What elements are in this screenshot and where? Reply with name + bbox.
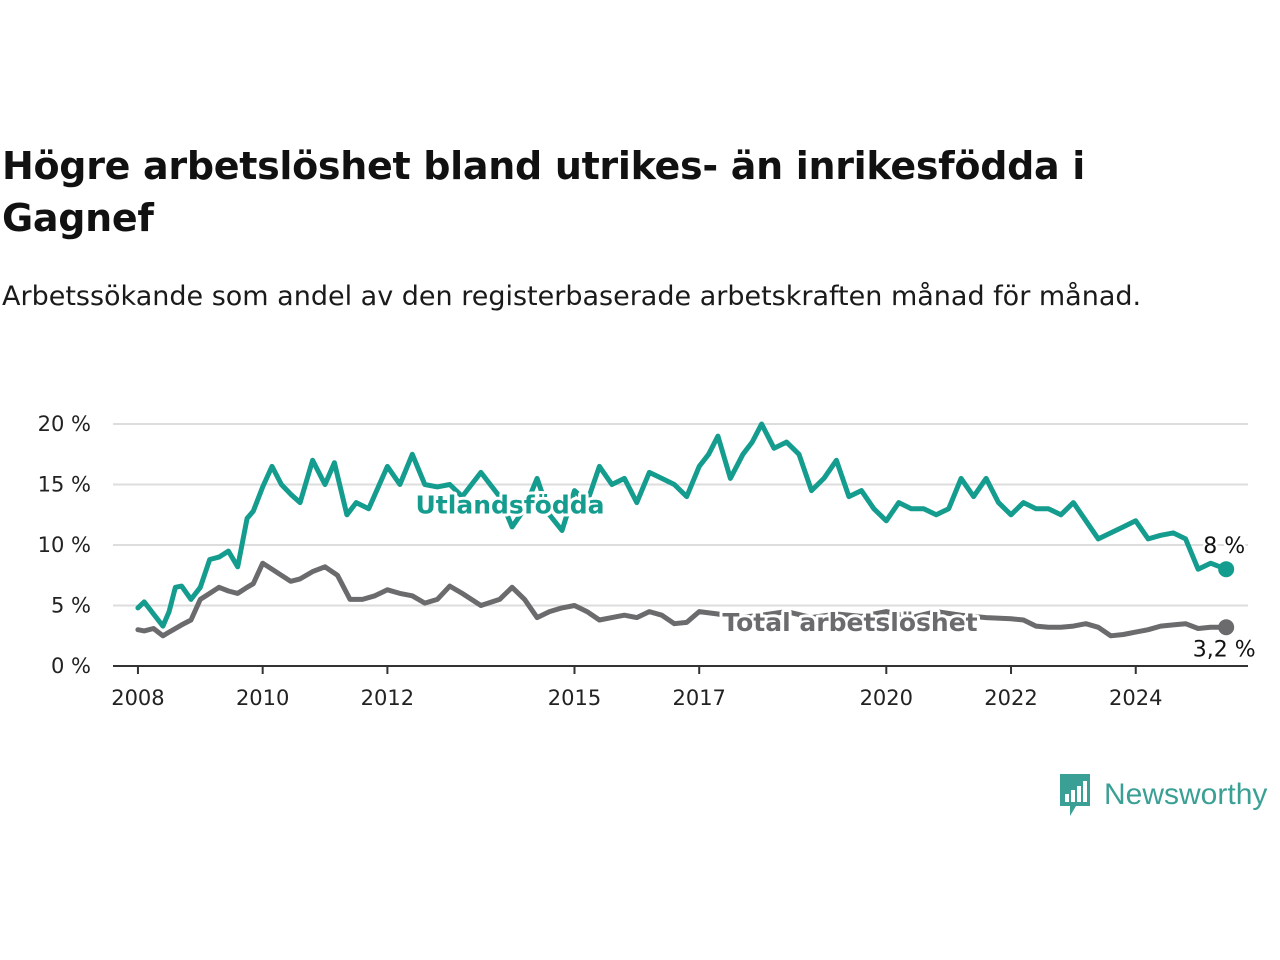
- gridlines: [113, 423, 1248, 607]
- y-tick-label: 15 %: [38, 473, 91, 497]
- end-point-utlandsfodda: [1218, 561, 1235, 578]
- series-label-utlandsfodda: Utlandsfödda: [416, 491, 605, 520]
- series-labels: Utlandsfödda Total arbetslöshet 8 % 3,2 %: [413, 488, 1259, 665]
- newsworthy-logo-icon: [1060, 774, 1090, 816]
- x-tick-label: 2022: [984, 686, 1037, 710]
- x-tick-label: 2017: [672, 686, 725, 710]
- brand-logo: Newsworthy: [1058, 772, 1267, 818]
- x-tick-label: 2010: [236, 686, 289, 710]
- y-tick-label: 10 %: [38, 533, 91, 557]
- end-point-total: [1218, 619, 1235, 636]
- x-tick-label: 2008: [111, 686, 164, 710]
- chart-title: Högre arbetslöshet bland utrikes- än inr…: [2, 144, 1085, 240]
- x-tick-label: 2015: [548, 686, 601, 710]
- end-label-utlandsfodda: 8 %: [1203, 534, 1245, 559]
- end-label-total: 3,2 %: [1193, 637, 1256, 662]
- series-line-utlandsfodda: [135, 421, 1229, 629]
- x-tick-label: 2012: [361, 686, 414, 710]
- axes: 0 % 5 % 10 % 15 % 20 % 2008 2010 2012 2015 2017 20…: [38, 412, 1248, 710]
- chart-subtitle: Arbetssökande som andel av den registerb…: [2, 281, 1142, 312]
- series-lines: [135, 421, 1235, 639]
- y-tick-label: 5 %: [51, 594, 91, 618]
- brand-name: Newsworthy: [1104, 778, 1268, 811]
- x-tick-label: 2020: [860, 686, 913, 710]
- line-chart: 0 % 5 % 10 % 15 % 20 % 2008 2010 2012 2015 2017 20…: [38, 412, 1259, 710]
- x-tick-label: 2024: [1109, 686, 1162, 710]
- series-label-total: Total arbetslöshet: [722, 608, 977, 637]
- y-tick-label: 0 %: [51, 654, 91, 678]
- series-line-total: [135, 560, 1229, 639]
- y-tick-label: 20 %: [38, 412, 91, 436]
